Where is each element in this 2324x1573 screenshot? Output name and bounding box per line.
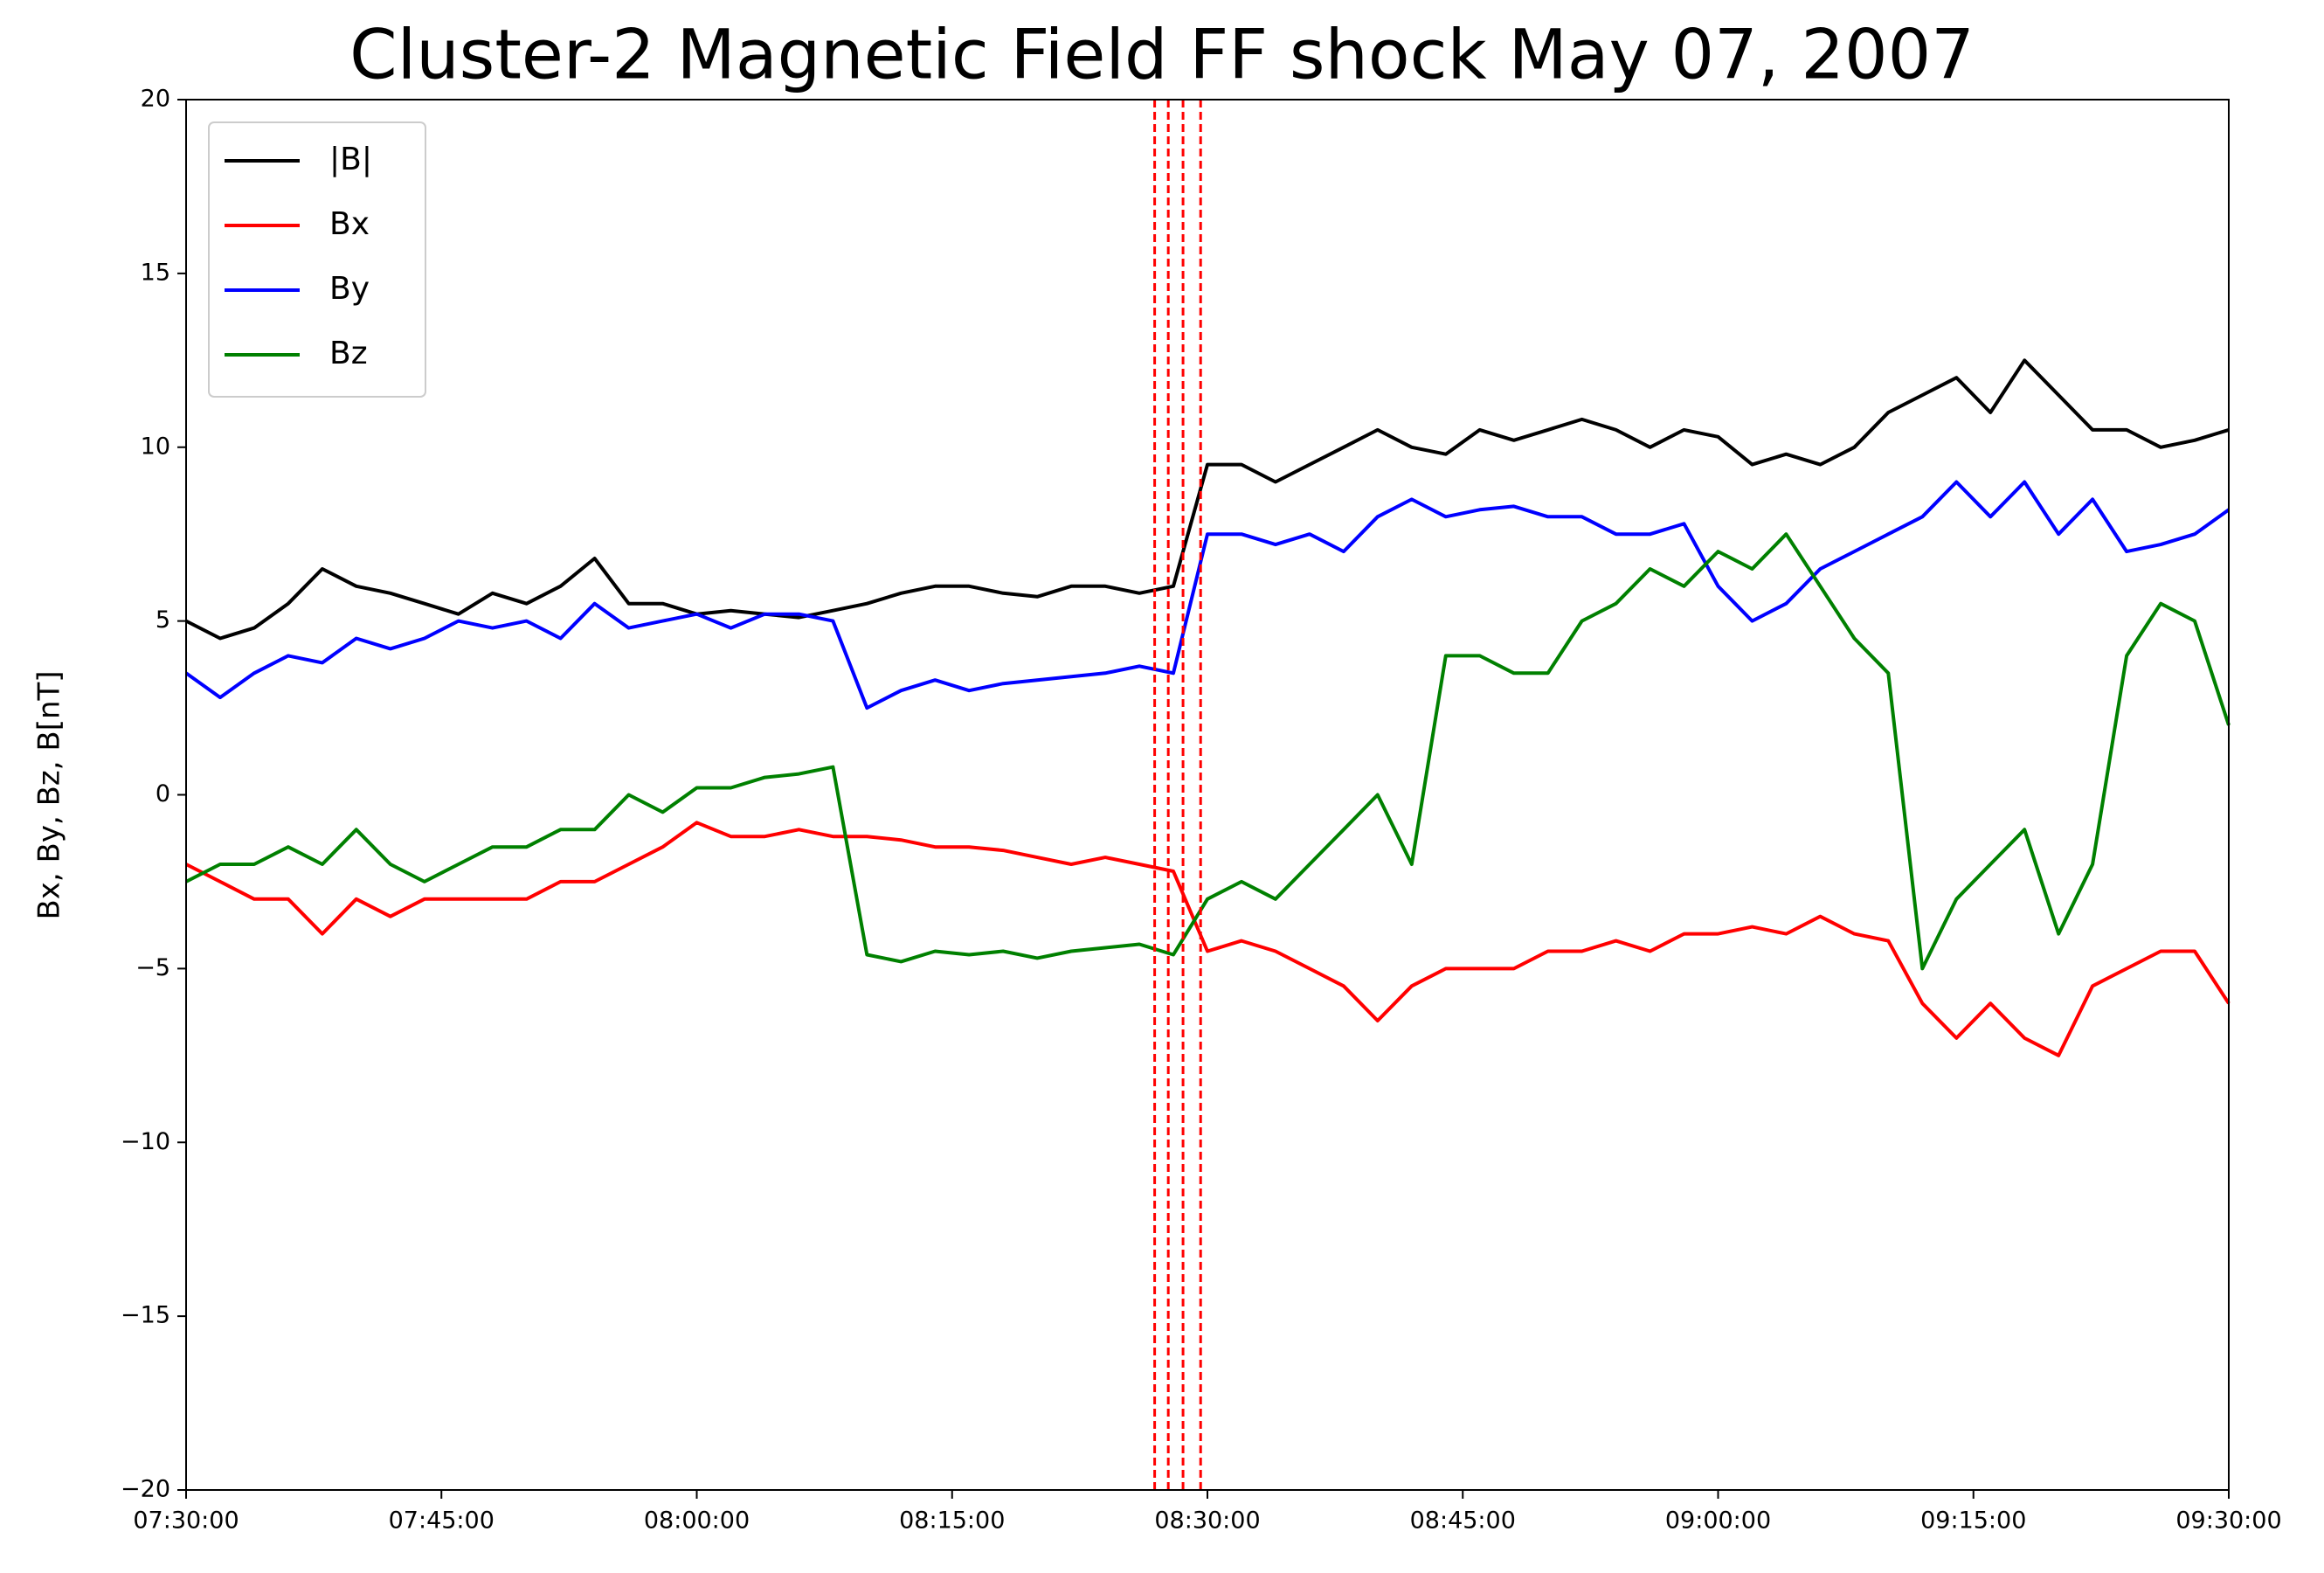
x-tick-label: 07:30:00 [133,1507,239,1535]
legend-label: Bz [329,336,368,371]
series-line [185,358,2230,641]
legend-box [208,121,426,398]
chart-title: Cluster-2 Magnetic Field FF shock May 07… [349,16,1975,94]
x-tick-label: 08:45:00 [1410,1507,1516,1535]
y-tick-label: −5 [135,954,170,981]
x-tick-label: 07:45:00 [389,1507,495,1535]
x-tick-label: 08:15:00 [899,1507,1005,1535]
y-axis-label: Bx, By, Bz, B[nT] [32,670,67,919]
y-tick-label: −20 [121,1476,170,1503]
legend-label: By [329,271,370,307]
y-tick-label: 20 [141,86,170,113]
y-tick-label: 10 [141,433,170,460]
y-tick-label: 0 [156,780,170,807]
x-tick-label: 09:00:00 [1665,1507,1771,1535]
y-tick-label: −10 [121,1128,170,1155]
y-tick-label: −15 [121,1302,170,1329]
x-tick-label: 08:30:00 [1154,1507,1260,1535]
series-line [185,821,2231,1057]
legend-label: |B| [329,142,372,177]
series-line [184,480,2231,710]
x-tick-label: 08:00:00 [644,1507,750,1535]
legend-label: Bx [329,206,370,242]
x-tick-label: 09:15:00 [1920,1507,2026,1535]
y-tick-label: 15 [141,259,170,286]
plot-frame [185,99,2230,1491]
y-tick-label: 5 [156,606,170,634]
x-tick-label: 09:30:00 [2175,1507,2281,1535]
series-line [185,532,2231,971]
